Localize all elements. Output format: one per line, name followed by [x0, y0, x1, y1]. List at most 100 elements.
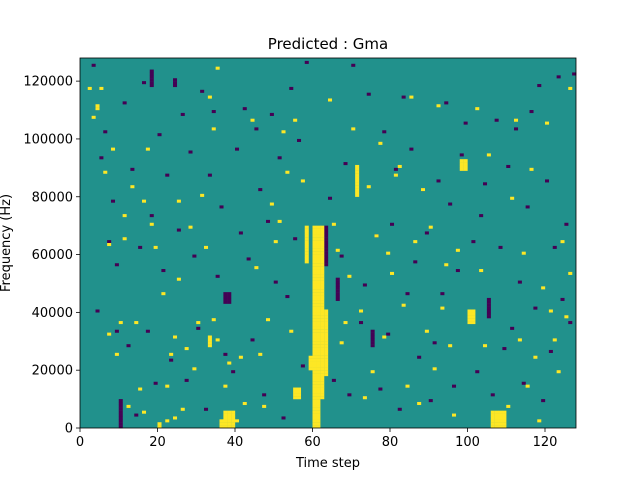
heatmap-cell-low [134, 413, 139, 417]
y-tick-label: 20000 [32, 364, 73, 379]
heatmap-cell-low [471, 240, 476, 244]
heatmap-cell-low [149, 69, 154, 73]
heatmap-cell-low [238, 231, 243, 235]
heatmap-cell-high [316, 416, 321, 420]
heatmap-cell-high [378, 141, 383, 145]
heatmap-cell-high [320, 387, 325, 391]
heatmap-cell-high [316, 234, 321, 238]
heatmap-cell-high [192, 367, 197, 371]
heatmap-cell-low [475, 370, 480, 374]
heatmap-cell-high [355, 179, 360, 183]
heatmap-cell-high [316, 422, 321, 426]
heatmap-cell-high [312, 297, 317, 301]
heatmap-cell-high [231, 419, 236, 423]
heatmap-cell-low [525, 205, 530, 209]
heatmap-cell-low [521, 381, 526, 385]
heatmap-cell-low [517, 280, 522, 284]
heatmap-cell-high [304, 240, 309, 244]
heatmap-cell-high [312, 289, 317, 293]
heatmap-cell-high [316, 401, 321, 406]
heatmap-cell-high [467, 318, 472, 322]
heatmap-cell-high [312, 381, 317, 385]
heatmap-cell-high [304, 254, 309, 258]
y-axis: 0 20000 40000 60000 80000 100000 120000 [23, 75, 80, 437]
heatmap-cell-high [490, 410, 495, 414]
heatmap-cell-high [324, 321, 329, 325]
heatmap-cell-high [413, 240, 418, 244]
heatmap-cell-high [312, 292, 317, 296]
heatmap-cell-high [324, 335, 329, 339]
heatmap-cell-low [386, 332, 391, 336]
heatmap-cell-high [250, 118, 255, 122]
heatmap-cell-low [459, 153, 464, 157]
heatmap-cell-high [312, 295, 317, 299]
heatmap-cell-high [463, 162, 468, 166]
heatmap-cell-high [316, 373, 321, 377]
heatmap-cell-high [293, 396, 298, 400]
heatmap-cell-high [324, 347, 329, 351]
heatmap-cell-high [316, 257, 321, 261]
heatmap-cell-high [211, 318, 216, 322]
heatmap-cell-high [331, 222, 336, 226]
heatmap-cell-low [173, 81, 178, 85]
heatmap-cell-low [246, 257, 251, 261]
heatmap-cell-low [324, 231, 329, 235]
heatmap-cell-low [359, 321, 364, 325]
heatmap-cell-low [111, 199, 116, 203]
heatmap-cell-low [180, 112, 185, 116]
heatmap-cell-high [107, 243, 112, 247]
heatmap-cell-high [494, 410, 499, 414]
heatmap-cell-high [483, 344, 488, 348]
heatmap-cell-high [320, 289, 325, 293]
heatmap-cell-high [293, 393, 298, 397]
heatmap-cell-high [568, 86, 573, 90]
heatmap-cell-high [541, 286, 546, 290]
heatmap-cell-high [316, 295, 321, 299]
heatmap-cell-high [316, 269, 321, 273]
heatmap-cell-high [149, 222, 154, 226]
heatmap-cell-low [537, 84, 542, 88]
heatmap-cell-high [320, 292, 325, 296]
heatmap-cell-high [297, 396, 302, 400]
heatmap-cell-low [560, 297, 565, 301]
heatmap-cell-high [142, 410, 147, 414]
heatmap-cell-high [320, 364, 325, 368]
heatmap-cell-high [312, 399, 317, 403]
heatmap-cell-high [328, 98, 333, 102]
heatmap-cell-high [320, 295, 325, 299]
heatmap-cell-high [316, 312, 321, 316]
heatmap-cell-low [324, 254, 329, 258]
heatmap-cell-low [165, 173, 170, 177]
heatmap-cell-high [421, 188, 426, 192]
heatmap-cell-low [227, 292, 232, 296]
heatmap-cell-high [312, 404, 317, 408]
heatmap-cell-low [118, 399, 123, 403]
heatmap-cell-high [316, 321, 321, 325]
heatmap-cell-high [312, 283, 317, 287]
heatmap-cells [87, 60, 577, 429]
heatmap-cell-high [471, 318, 476, 322]
heatmap-cell-low [479, 214, 484, 218]
heatmap-cell-low [545, 179, 550, 183]
heatmap-cell-high [312, 419, 317, 423]
heatmap-cell-low [118, 407, 123, 411]
heatmap-cell-high [111, 147, 116, 151]
heatmap-cell-high [320, 240, 325, 244]
heatmap-cell-high [273, 240, 278, 244]
heatmap-cell-low [281, 416, 286, 420]
heatmap-cell-high [355, 164, 360, 168]
heatmap-cell-high [316, 254, 321, 258]
heatmap-cell-high [316, 277, 321, 281]
heatmap-cell-high [235, 419, 240, 423]
x-tick-label: 120 [533, 435, 558, 450]
heatmap-cell-high [490, 413, 495, 417]
heatmap-cell-high [548, 309, 553, 313]
heatmap-cell-high [308, 367, 313, 371]
heatmap-cell-high [312, 329, 317, 333]
heatmap-cell-low [289, 86, 294, 90]
heatmap-cell-high [207, 341, 212, 345]
heatmap-cell-high [312, 401, 317, 406]
heatmap-cell-low [463, 121, 468, 125]
heatmap-cell-high [91, 115, 96, 119]
heatmap-cell-low [556, 75, 561, 79]
